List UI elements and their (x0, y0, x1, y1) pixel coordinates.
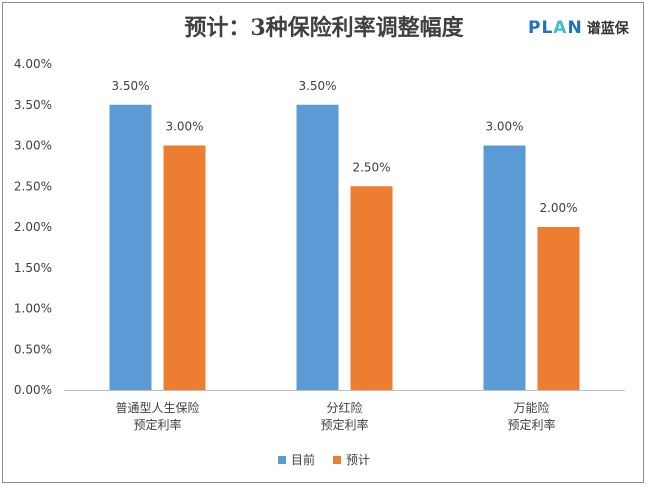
y-tick-label: 0.50% (14, 342, 52, 356)
y-tick-label: 0.00% (14, 383, 52, 397)
x-category-label: 万能险 (513, 400, 549, 415)
y-tick-label: 3.50% (14, 98, 52, 112)
y-tick-label: 3.00% (14, 139, 52, 153)
legend-label-expected: 预计 (346, 453, 371, 467)
y-tick-label: 1.50% (14, 261, 52, 275)
bar-expected (350, 186, 393, 390)
legend-swatch-expected (333, 455, 341, 464)
x-category-label: 分红险 (326, 400, 362, 415)
y-tick-label: 2.50% (14, 179, 52, 193)
bar-expected (537, 227, 580, 390)
legend-swatch-current (277, 455, 286, 464)
bar-current (109, 104, 152, 390)
y-tick-label: 2.00% (14, 220, 52, 234)
x-category-label: 预定利率 (507, 417, 555, 432)
legend-item-expected: 预计 (333, 451, 370, 468)
chart-title: 预计：3种保险利率调整幅度 (184, 15, 464, 41)
legend-label-current: 目前 (290, 453, 315, 467)
brand-logo: PLAN 谱蓝保 (528, 16, 629, 40)
logo-brand-name: 谱蓝保 (586, 21, 629, 37)
bar-current (483, 145, 526, 390)
legend: 目前 预计 (0, 451, 648, 468)
logo-plan-text: PLAN (528, 18, 583, 38)
bar-current (296, 104, 339, 390)
data-label: 3.50% (298, 79, 336, 93)
data-label: 3.50% (111, 79, 149, 93)
x-category-label: 普通型人生保险 (115, 400, 199, 415)
data-label: 2.00% (539, 201, 577, 215)
data-label: 3.00% (485, 120, 523, 134)
y-tick-label: 4.00% (14, 57, 52, 71)
legend-item-current: 目前 (277, 451, 315, 468)
data-label: 2.50% (352, 160, 390, 174)
x-category-label: 预定利率 (320, 417, 368, 432)
x-category-label: 预定利率 (133, 417, 181, 432)
bar-expected (163, 145, 206, 390)
data-label: 3.00% (165, 120, 203, 134)
y-tick-label: 1.00% (14, 302, 52, 316)
